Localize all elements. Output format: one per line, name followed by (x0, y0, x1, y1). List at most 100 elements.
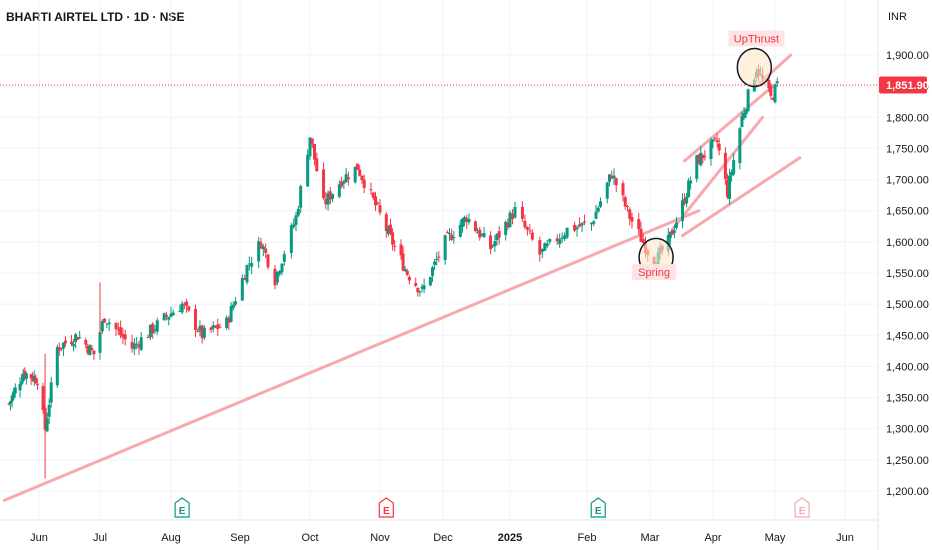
candle-body (132, 343, 136, 350)
candle-body (681, 200, 685, 222)
price-axis[interactable]: 1,200.00 1,250.00 1,300.00 1,350.00 1,400.00… (886, 50, 929, 498)
candle-body (41, 386, 45, 411)
time-tick-label: Sep (230, 532, 250, 544)
candle-body (628, 209, 632, 220)
candle-body (575, 227, 579, 230)
candle-body (162, 313, 166, 320)
candle-body (420, 287, 424, 289)
candle-body (530, 232, 534, 240)
price-tick-label: 1,600.00 (886, 237, 929, 249)
candle-body (513, 206, 517, 218)
candle-body (672, 230, 676, 233)
candle-body (523, 220, 527, 228)
candle-body (178, 311, 182, 313)
candle-body (670, 230, 674, 235)
candle-body (148, 324, 152, 338)
candle-body (88, 345, 92, 356)
price-tick-label: 1,800.00 (886, 112, 929, 124)
candle-body (7, 403, 11, 405)
candle-body (384, 214, 388, 231)
candle-body (35, 383, 39, 386)
candle-body (626, 205, 629, 207)
candle-body (715, 139, 719, 143)
earnings-letter: E (799, 506, 806, 517)
candle-body (480, 234, 484, 236)
candle-body (55, 346, 59, 386)
candle-body (100, 321, 104, 332)
candle-body (90, 347, 94, 350)
candle-body (711, 139, 715, 142)
candles (7, 64, 779, 479)
candle-body (713, 137, 717, 139)
candle-body (167, 317, 171, 320)
candle-body (580, 222, 584, 226)
time-tick-label: Aug (161, 532, 181, 544)
candle-body (674, 222, 678, 228)
candle-body (418, 291, 422, 293)
annotation-circle (736, 47, 773, 88)
time-tick-label: Dec (433, 532, 453, 544)
candle-body (214, 325, 218, 327)
earnings-badge (378, 497, 394, 518)
candle-body (717, 143, 721, 151)
candle-body (493, 241, 497, 247)
candle-body (393, 245, 397, 247)
candle-body (742, 113, 746, 118)
candle-body (592, 221, 596, 224)
annotation-label-bg (728, 30, 785, 47)
candle-body (489, 235, 493, 250)
candle-body (687, 180, 691, 198)
candle-body (403, 269, 407, 271)
time-axis[interactable]: Jun Jul Aug Sep Oct Nov Dec 2025 Feb Mar Apr May Jun (30, 532, 854, 544)
candle-body (103, 318, 107, 323)
candle-body (29, 374, 33, 379)
candle-body (473, 221, 477, 232)
candle-body (362, 179, 366, 188)
time-tick-label: Mar (641, 532, 660, 544)
candle-body (139, 337, 143, 350)
candle-body (538, 240, 542, 255)
candle-body (342, 181, 346, 184)
candle-body (685, 196, 689, 204)
candle-body (391, 232, 395, 245)
candle-body (278, 271, 282, 275)
candle-body (445, 232, 449, 234)
candle-body (225, 317, 229, 328)
candle-body (508, 212, 512, 227)
candle-body (308, 137, 312, 157)
candle-body (373, 196, 377, 206)
candle-body (623, 197, 627, 207)
candle-body (121, 334, 125, 338)
candle-body (280, 263, 284, 273)
candle-body (9, 401, 13, 404)
candle-body (543, 243, 547, 251)
candle-body (266, 254, 270, 268)
trendline (2, 209, 701, 502)
candle-body (563, 235, 567, 240)
candle-body (637, 219, 641, 230)
candle-body (703, 156, 707, 158)
candle-body (70, 341, 74, 345)
candle-body (746, 89, 750, 111)
candle-body (621, 183, 625, 196)
candle-body (331, 194, 335, 199)
candle-body (34, 377, 38, 384)
candle-body (114, 323, 118, 330)
candle-body (229, 306, 233, 323)
candle-body (378, 205, 382, 213)
candle-body (180, 303, 184, 313)
candle-body (294, 215, 298, 225)
candle-body (399, 244, 403, 256)
candle-body (605, 182, 609, 199)
candle-body (98, 332, 102, 353)
candle-body (608, 174, 611, 182)
price-tick-label: 1,300.00 (886, 424, 929, 436)
candle-body (240, 278, 244, 301)
annotation-label-bg (632, 264, 677, 281)
candle-body (565, 227, 569, 238)
candle-body (573, 224, 577, 231)
candle-body (76, 337, 80, 340)
candle-body (92, 350, 96, 355)
candle-body (560, 237, 564, 239)
